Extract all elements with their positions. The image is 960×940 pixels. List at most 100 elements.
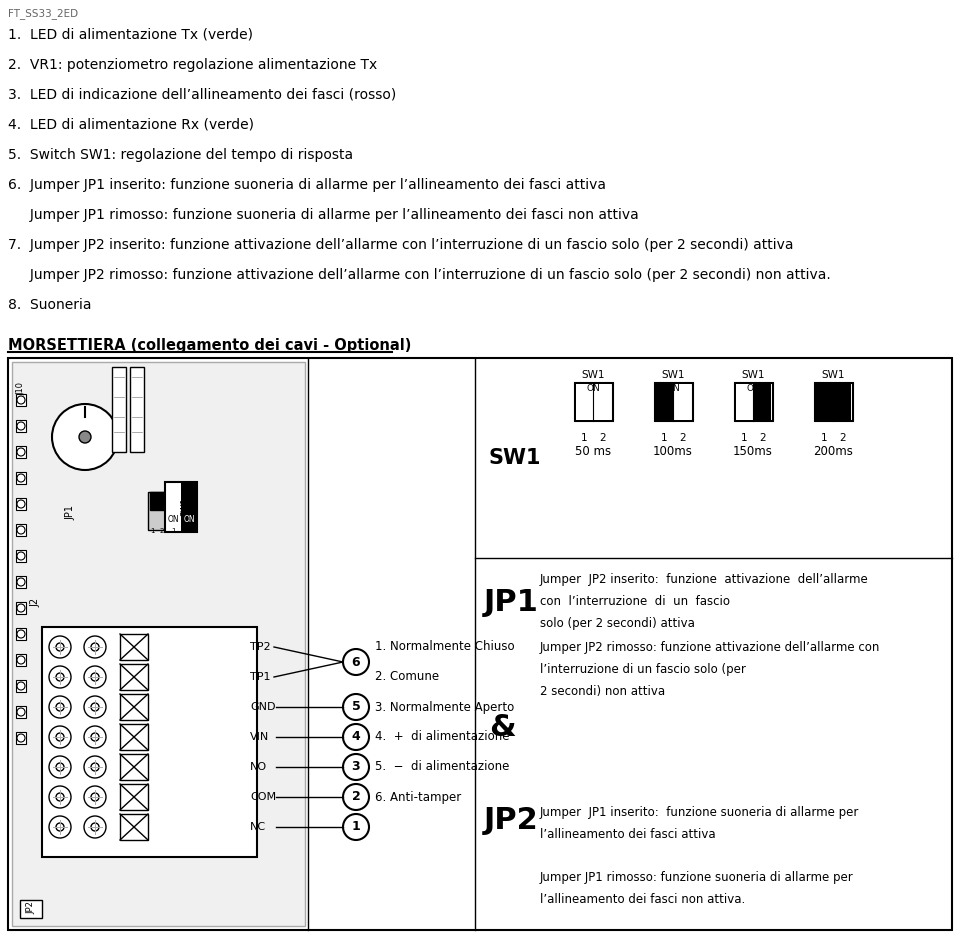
Circle shape — [17, 604, 25, 612]
Circle shape — [91, 673, 99, 681]
Bar — [120, 694, 148, 720]
Circle shape — [49, 756, 71, 778]
Text: l’allineamento dei fasci attiva: l’allineamento dei fasci attiva — [540, 828, 715, 841]
Circle shape — [343, 694, 369, 720]
Text: 100ms: 100ms — [653, 445, 693, 458]
Bar — [120, 664, 148, 690]
Bar — [816, 384, 833, 420]
Circle shape — [17, 448, 25, 456]
Text: Jumper JP2 rimosso: funzione attivazione dell’allarme con: Jumper JP2 rimosso: funzione attivazione… — [540, 641, 880, 654]
Text: 1: 1 — [171, 528, 176, 534]
Text: 8.  Suoneria: 8. Suoneria — [8, 298, 91, 312]
Text: l’interruzione di un fascio solo (per: l’interruzione di un fascio solo (per — [540, 663, 746, 676]
Bar — [16, 654, 26, 666]
Text: 1: 1 — [150, 528, 155, 534]
Bar — [16, 550, 26, 562]
Text: 3: 3 — [351, 760, 360, 774]
Circle shape — [49, 816, 71, 838]
Text: JP1: JP1 — [484, 588, 539, 617]
Circle shape — [17, 708, 25, 716]
Circle shape — [17, 682, 25, 690]
Bar — [735, 383, 773, 421]
Text: Jumper  JP1 inserito:  funzione suoneria di allarme per: Jumper JP1 inserito: funzione suoneria d… — [540, 806, 859, 819]
Bar — [576, 384, 593, 420]
Circle shape — [91, 643, 99, 651]
Bar — [120, 784, 148, 810]
Text: ON: ON — [746, 384, 760, 393]
Text: 5.  Switch SW1: regolazione del tempo di risposta: 5. Switch SW1: regolazione del tempo di … — [8, 148, 353, 162]
Text: Jumper  JP2 inserito:  funzione  attivazione  dell’allarme: Jumper JP2 inserito: funzione attivazion… — [540, 573, 869, 586]
Text: 1: 1 — [741, 433, 747, 443]
Bar — [20, 900, 42, 918]
Circle shape — [56, 673, 64, 681]
Circle shape — [56, 733, 64, 741]
Bar — [16, 680, 26, 692]
Text: JP2: JP2 — [484, 806, 539, 835]
Text: NC: NC — [250, 822, 266, 832]
Bar — [16, 498, 26, 510]
Circle shape — [84, 696, 106, 718]
Circle shape — [79, 431, 91, 443]
Text: JP2: JP2 — [27, 901, 36, 914]
Text: TP2: TP2 — [250, 642, 271, 652]
Text: 5: 5 — [351, 700, 360, 713]
Text: NO: NO — [250, 762, 267, 772]
Text: ON: ON — [827, 384, 840, 393]
Text: 1. Normalmente Chiuso: 1. Normalmente Chiuso — [375, 640, 515, 653]
Text: SW1: SW1 — [661, 370, 684, 380]
Text: Jumper JP1 rimosso: funzione suoneria di allarme per: Jumper JP1 rimosso: funzione suoneria di… — [540, 871, 853, 884]
Text: 1: 1 — [581, 433, 588, 443]
Circle shape — [343, 784, 369, 810]
Bar — [16, 706, 26, 718]
Bar — [42, 627, 257, 857]
Text: 2 secondi) non attiva: 2 secondi) non attiva — [540, 685, 665, 698]
Circle shape — [17, 526, 25, 534]
Circle shape — [56, 643, 64, 651]
Circle shape — [56, 823, 64, 831]
Text: MORSETTIERA (collegamento dei cavi - Optional): MORSETTIERA (collegamento dei cavi - Opt… — [8, 338, 412, 353]
Text: ON: ON — [183, 515, 195, 525]
Bar — [736, 384, 753, 420]
Circle shape — [17, 630, 25, 638]
Bar — [16, 576, 26, 588]
Text: 200ms: 200ms — [813, 445, 852, 458]
Bar — [674, 384, 691, 420]
Text: 1: 1 — [660, 433, 667, 443]
Bar — [754, 384, 771, 420]
Text: 4.  +  di alimentazione: 4. + di alimentazione — [375, 730, 510, 744]
Bar — [16, 524, 26, 536]
Circle shape — [17, 578, 25, 586]
Text: 1: 1 — [351, 821, 360, 834]
Circle shape — [17, 656, 25, 664]
Text: 4: 4 — [351, 730, 360, 744]
Text: l’allineamento dei fasci non attiva.: l’allineamento dei fasci non attiva. — [540, 893, 745, 906]
Text: 2: 2 — [759, 433, 766, 443]
Bar — [120, 634, 148, 660]
Text: SW1: SW1 — [581, 370, 605, 380]
Circle shape — [91, 733, 99, 741]
Text: SW1: SW1 — [821, 370, 845, 380]
Text: Jumper JP2 rimosso: funzione attivazione dell’allarme con l’interruzione di un f: Jumper JP2 rimosso: funzione attivazione… — [8, 268, 830, 282]
Bar — [130, 367, 144, 452]
Circle shape — [84, 636, 106, 658]
Circle shape — [49, 636, 71, 658]
Circle shape — [56, 763, 64, 771]
Circle shape — [17, 500, 25, 508]
Text: &: & — [489, 713, 516, 742]
Bar — [16, 394, 26, 406]
Text: 1.  LED di alimentazione Tx (verde): 1. LED di alimentazione Tx (verde) — [8, 28, 253, 42]
Text: J10: J10 — [16, 382, 26, 395]
Circle shape — [49, 666, 71, 688]
Text: SW1: SW1 — [488, 448, 540, 468]
Text: VIN: VIN — [250, 732, 269, 742]
Circle shape — [17, 734, 25, 742]
Bar — [16, 602, 26, 614]
Bar — [815, 383, 853, 421]
Text: 50 ms: 50 ms — [575, 445, 612, 458]
Bar — [112, 367, 126, 452]
Text: 3. Normalmente Aperto: 3. Normalmente Aperto — [375, 700, 515, 713]
Bar — [12, 362, 305, 926]
Text: 2. Comune: 2. Comune — [375, 670, 439, 683]
Bar — [120, 814, 148, 840]
Text: 2: 2 — [680, 433, 686, 443]
